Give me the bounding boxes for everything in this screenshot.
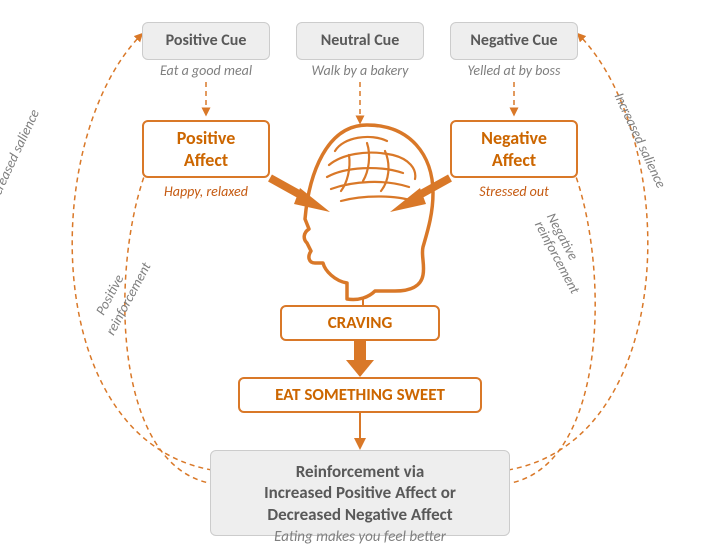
negative-affect-line2: Affect <box>492 149 536 172</box>
reinforcement-box: Reinforcement via Increased Positive Aff… <box>210 450 510 536</box>
neutral-cue-box: Neutral Cue <box>296 22 424 60</box>
negative-affect-line1: Negative <box>481 127 547 150</box>
neutral-cue-label: Neutral Cue <box>321 31 400 51</box>
positive-affect-line1: Positive <box>177 127 236 150</box>
arrow-reinf-posaffect <box>125 166 215 484</box>
positive-affect-box: Positive Affect <box>142 120 270 178</box>
arrow-reinf-poscue <box>72 36 212 470</box>
reinf-line3: Decreased Negative Affect <box>267 504 452 525</box>
positive-cue-label: Positive Cue <box>166 31 247 51</box>
positive-cue-caption: Eat a good meal <box>142 62 270 79</box>
positive-affect-caption: Happy, relaxed <box>142 183 270 200</box>
negative-cue-box: Negative Cue <box>450 22 578 60</box>
positive-cue-box: Positive Cue <box>142 22 270 60</box>
reinf-line1: Reinforcement via <box>296 461 425 482</box>
negative-cue-label: Negative Cue <box>470 31 557 51</box>
negative-cue-caption: Yelled at by boss <box>450 62 578 79</box>
negative-affect-caption: Stressed out <box>450 183 578 200</box>
eat-label: EAT SOMETHING SWEET <box>275 384 445 405</box>
positive-affect-line2: Affect <box>184 149 228 172</box>
negative-affect-box: Negative Affect <box>450 120 578 178</box>
arrow-craving-eat <box>346 341 374 377</box>
reinforcement-caption: Eating makes you feel better <box>210 528 510 546</box>
craving-label: CRAVING <box>328 312 393 333</box>
craving-box: CRAVING <box>280 305 440 341</box>
neutral-cue-caption: Walk by a bakery <box>296 62 424 79</box>
brain-head-icon <box>275 115 445 305</box>
eat-box: EAT SOMETHING SWEET <box>238 377 482 413</box>
reinf-line2: Increased Positive Affect or <box>264 482 456 503</box>
